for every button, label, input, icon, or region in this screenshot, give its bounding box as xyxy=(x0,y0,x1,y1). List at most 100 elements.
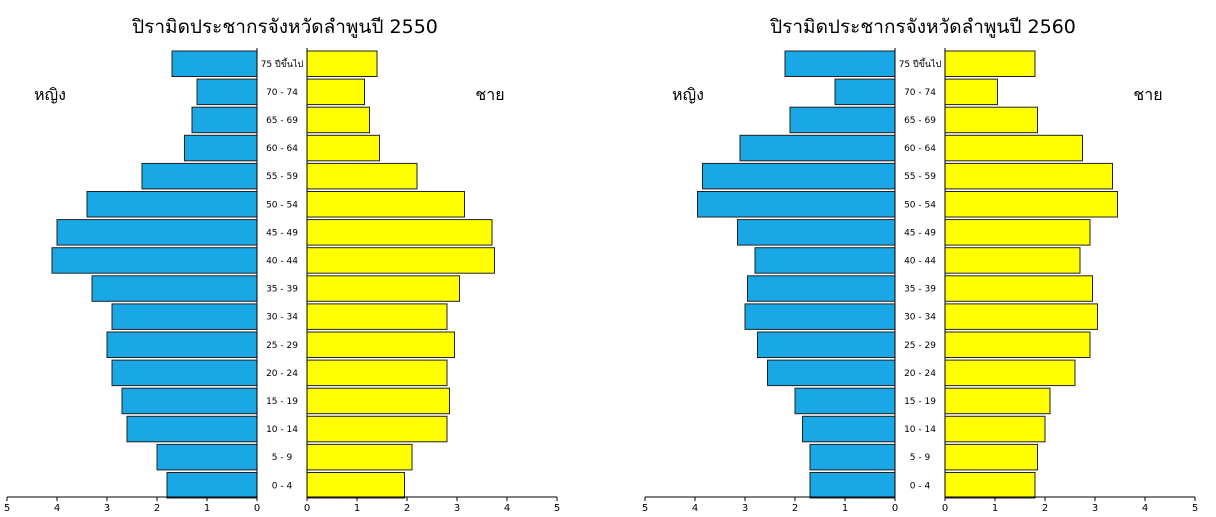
male-bar xyxy=(944,191,1118,218)
female-bar xyxy=(744,303,896,330)
age-group-label: 15 - 19 xyxy=(266,397,298,407)
female-bar xyxy=(91,275,258,302)
male-bar xyxy=(306,50,378,77)
male-tick-label: 2 xyxy=(404,503,410,514)
male-bar xyxy=(306,303,448,330)
male-bar xyxy=(306,191,465,218)
female-bar xyxy=(757,331,896,358)
male-bar xyxy=(306,415,448,443)
female-bar xyxy=(126,415,258,443)
female-bar xyxy=(697,191,896,218)
male-bar xyxy=(944,50,1036,77)
male-label: ชาย xyxy=(1133,85,1162,104)
female-bar xyxy=(789,106,896,134)
age-group-label: 55 - 59 xyxy=(266,172,298,182)
pyramid-chart-2560: ปิรามิดประชากรจังหวัดลำพูนปี 2560 หญิง ช… xyxy=(642,16,1198,514)
male-bar xyxy=(944,134,1083,162)
female-bar xyxy=(809,443,896,471)
age-group-label: 10 - 14 xyxy=(266,425,298,435)
female-bar xyxy=(196,78,258,106)
female-tick-label: 0 xyxy=(254,503,260,514)
female-bar xyxy=(784,50,896,77)
age-group-label: 30 - 34 xyxy=(904,313,936,323)
female-tick-label: 4 xyxy=(692,503,698,514)
female-bar xyxy=(111,359,258,387)
male-bar xyxy=(944,472,1036,499)
male-tick-label: 1 xyxy=(354,503,360,514)
female-tick-label: 3 xyxy=(104,503,110,514)
male-label: ชาย xyxy=(475,85,504,104)
age-group-label: 45 - 49 xyxy=(904,228,936,238)
female-bar xyxy=(184,134,258,162)
female-bar xyxy=(51,247,258,274)
male-bar xyxy=(944,78,998,106)
age-group-label: 60 - 64 xyxy=(266,144,298,154)
male-tick-label: 1 xyxy=(992,503,998,514)
age-group-label: 35 - 39 xyxy=(266,285,298,295)
female-bar xyxy=(702,162,896,190)
female-bar xyxy=(156,443,258,471)
male-bar xyxy=(306,359,448,387)
age-group-label: 40 - 44 xyxy=(266,256,298,266)
female-bar xyxy=(191,106,258,134)
female-bar xyxy=(739,134,896,162)
male-bar xyxy=(306,134,380,162)
female-tick-label: 1 xyxy=(842,503,848,514)
male-bar xyxy=(306,472,405,499)
female-bar xyxy=(767,359,896,387)
age-group-label: 40 - 44 xyxy=(904,256,936,266)
age-group-label: 0 - 4 xyxy=(272,481,293,491)
female-label: หญิง xyxy=(34,85,66,104)
male-bar xyxy=(306,162,418,190)
female-tick-label: 1 xyxy=(204,503,210,514)
female-tick-label: 2 xyxy=(792,503,798,514)
male-bar xyxy=(944,443,1038,471)
male-bar xyxy=(944,387,1051,415)
male-bar xyxy=(306,387,450,415)
age-group-label: 50 - 54 xyxy=(904,200,936,210)
female-label: หญิง xyxy=(672,85,704,104)
male-bar xyxy=(944,247,1081,274)
age-group-label: 25 - 29 xyxy=(266,341,298,351)
female-bar xyxy=(809,472,896,499)
age-group-label: 65 - 69 xyxy=(266,116,298,126)
age-group-label: 70 - 74 xyxy=(266,88,298,98)
age-group-label: 5 - 9 xyxy=(910,453,931,463)
female-bar xyxy=(754,247,896,274)
age-group-label: 15 - 19 xyxy=(904,397,936,407)
male-bar xyxy=(944,162,1113,190)
chart-title: ปิรามิดประชากรจังหวัดลำพูนปี 2560 xyxy=(769,16,1076,38)
male-tick-label: 3 xyxy=(454,503,460,514)
female-bar xyxy=(141,162,258,190)
female-bar xyxy=(56,219,258,246)
age-group-label: 30 - 34 xyxy=(266,313,298,323)
male-tick-label: 5 xyxy=(1192,503,1198,514)
age-group-label: 75 ปีขึ้นไป xyxy=(899,57,942,70)
age-group-label: 20 - 24 xyxy=(266,369,298,379)
female-tick-label: 4 xyxy=(54,503,60,514)
male-bar xyxy=(944,359,1076,387)
female-bar xyxy=(166,472,258,499)
male-bar xyxy=(944,275,1093,302)
male-tick-label: 2 xyxy=(1042,503,1048,514)
age-group-label: 45 - 49 xyxy=(266,228,298,238)
male-bar xyxy=(306,275,460,302)
male-bar xyxy=(944,303,1098,330)
female-tick-label: 2 xyxy=(154,503,160,514)
age-group-label: 60 - 64 xyxy=(904,144,936,154)
age-group-label: 0 - 4 xyxy=(910,481,931,491)
male-bar xyxy=(306,443,413,471)
female-bar xyxy=(121,387,258,415)
female-bar xyxy=(106,331,258,358)
male-bar xyxy=(306,78,365,106)
age-group-label: 65 - 69 xyxy=(904,116,936,126)
male-bar xyxy=(306,106,370,134)
female-bar xyxy=(834,78,896,106)
age-group-label: 10 - 14 xyxy=(904,425,936,435)
age-group-label: 35 - 39 xyxy=(904,285,936,295)
male-tick-label: 3 xyxy=(1092,503,1098,514)
female-tick-label: 0 xyxy=(892,503,898,514)
male-tick-label: 0 xyxy=(304,503,310,514)
age-group-label: 20 - 24 xyxy=(904,369,936,379)
